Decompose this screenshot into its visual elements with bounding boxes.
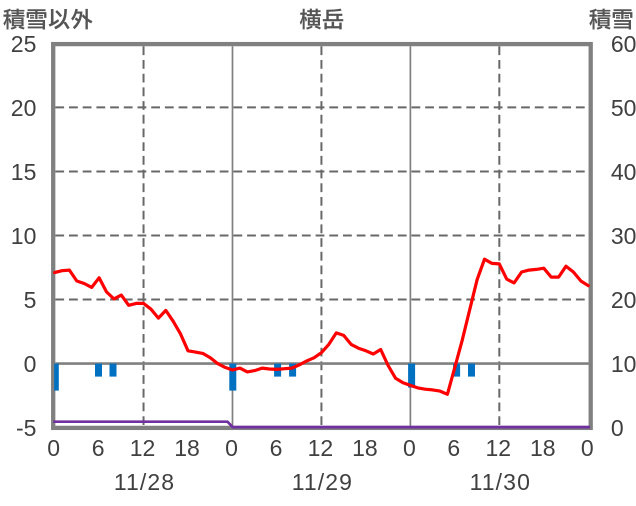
svg-text:15: 15 <box>11 159 37 185</box>
svg-text:0: 0 <box>24 351 37 377</box>
svg-text:12: 12 <box>130 435 156 461</box>
svg-text:11/29: 11/29 <box>292 469 353 495</box>
svg-text:40: 40 <box>611 159 636 185</box>
svg-text:0: 0 <box>47 435 60 461</box>
svg-text:0: 0 <box>225 435 238 461</box>
svg-text:18: 18 <box>530 435 556 461</box>
svg-text:11/30: 11/30 <box>470 469 531 495</box>
svg-text:20: 20 <box>611 287 636 313</box>
svg-text:60: 60 <box>611 31 636 57</box>
svg-text:18: 18 <box>352 435 378 461</box>
svg-text:50: 50 <box>611 95 636 121</box>
svg-text:10: 10 <box>611 351 636 377</box>
svg-text:0: 0 <box>581 435 594 461</box>
svg-text:30: 30 <box>611 223 636 249</box>
svg-text:12: 12 <box>308 435 334 461</box>
svg-text:25: 25 <box>11 31 37 57</box>
svg-text:-5: -5 <box>16 415 36 441</box>
svg-text:6: 6 <box>270 435 283 461</box>
svg-text:12: 12 <box>486 435 512 461</box>
svg-text:0: 0 <box>403 435 416 461</box>
svg-text:6: 6 <box>447 435 460 461</box>
svg-text:18: 18 <box>174 435 200 461</box>
svg-text:20: 20 <box>11 95 37 121</box>
svg-text:6: 6 <box>92 435 105 461</box>
svg-text:11/28: 11/28 <box>114 469 175 495</box>
svg-text:10: 10 <box>11 223 37 249</box>
svg-text:5: 5 <box>24 287 37 313</box>
svg-text:0: 0 <box>611 415 624 441</box>
